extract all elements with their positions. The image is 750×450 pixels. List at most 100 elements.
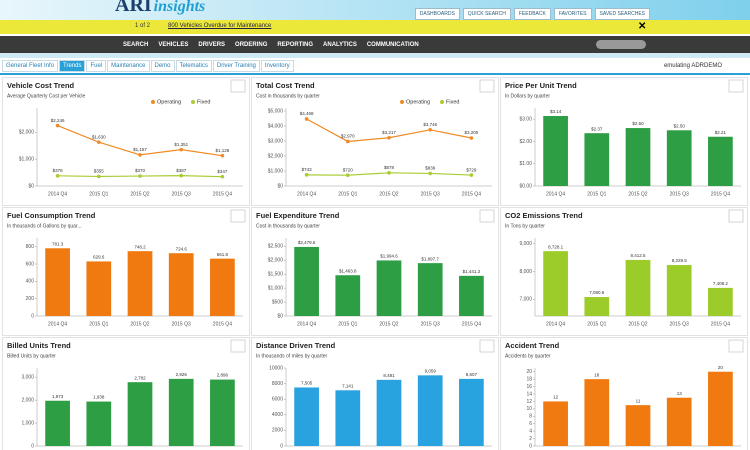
data-label: 7,141 — [342, 383, 354, 388]
y-tick-label: 2 — [529, 436, 532, 442]
x-tick-label: 2015 Q4 — [213, 191, 232, 197]
chart-icon — [230, 209, 246, 223]
chart-subtitle: In Dollars by quarter — [505, 93, 550, 99]
point — [97, 140, 101, 144]
data-label: $3,746 — [423, 122, 437, 127]
y-tick-label: 20 — [526, 369, 532, 375]
data-label: 7,080.6 — [589, 290, 605, 295]
bar — [543, 251, 568, 316]
bar — [417, 263, 443, 316]
header-link[interactable]: FAVORITES — [553, 8, 592, 20]
y-tick-label: 6 — [529, 421, 532, 427]
bar — [376, 260, 402, 316]
logo-sub: insights — [153, 0, 206, 15]
chart-icon — [230, 339, 246, 353]
y-tick-label: 4 — [529, 428, 532, 434]
tab[interactable]: Driver Training — [212, 60, 260, 72]
chart: Vehicle Cost Trend Average Quarterly Cost… — [7, 79, 246, 197]
search-box[interactable] — [596, 40, 646, 49]
main-nav: SEARCH VEHICLES DRIVERS ORDERING REPORTING AN… — [0, 36, 750, 53]
point — [346, 139, 350, 144]
chart: Fuel Expenditure Trend Cost in thousands … — [256, 209, 495, 327]
data-label: 748.2 — [134, 244, 146, 249]
nav-item[interactable]: ANALYTICS — [323, 42, 357, 48]
chart: Accident Trend Accidents by quarter 02 468 1… — [505, 339, 744, 449]
data-label: $1,441.3 — [463, 269, 481, 274]
x-tick-label: 2014 Q4 — [546, 321, 565, 327]
y-tick-label: 0 — [529, 443, 532, 449]
x-tick-label: 2014 Q4 — [48, 191, 67, 197]
tab[interactable]: Telematics — [175, 60, 212, 72]
y-tick-label: 8,000 — [519, 269, 532, 275]
close-button[interactable]: ✕ — [638, 21, 647, 32]
tab[interactable]: Trends — [59, 60, 86, 72]
y-tick-label: $4,000 — [268, 123, 284, 129]
tab[interactable]: Demo — [150, 60, 175, 72]
data-label: $839 — [425, 166, 436, 171]
x-tick-label: 2015 Q1 — [89, 321, 108, 327]
chart-subtitle: In thousands of Gallons by quar... — [7, 223, 82, 229]
x-tick-label: 2015 Q2 — [130, 321, 149, 327]
tab[interactable]: Inventory — [260, 60, 294, 72]
x-tick-label: 2015 Q3 — [421, 321, 440, 327]
y-tick-label: 600 — [26, 261, 35, 267]
data-label: 9,059 — [425, 369, 437, 374]
y-tick-label: 10000 — [269, 365, 283, 371]
logo[interactable]: ARI insights — [115, 0, 205, 17]
x-tick-label: 2015 Q4 — [213, 321, 232, 327]
bar — [625, 128, 651, 186]
point — [304, 173, 309, 177]
x-tick-label: 2015 Q4 — [462, 191, 481, 197]
x-tick-label: 2015 Q3 — [172, 321, 191, 327]
header-link[interactable]: FEEDBACK — [513, 8, 551, 20]
data-label: $743 — [302, 167, 313, 172]
data-label: $878 — [384, 165, 395, 170]
chart-panel: Billed Units Trend Billed Units by quarte… — [2, 337, 250, 450]
bar — [584, 379, 610, 446]
chart-title: Accident Trend — [505, 341, 560, 350]
point — [138, 153, 142, 157]
x-tick-label: 2015 Q2 — [130, 191, 149, 197]
bar — [210, 379, 235, 446]
chart-icon — [479, 339, 495, 353]
data-label: $3,200 — [465, 130, 479, 135]
tab[interactable]: Fuel — [86, 60, 107, 72]
nav-item[interactable]: ORDERING — [235, 42, 268, 48]
tab[interactable]: Maintenance — [107, 60, 150, 72]
bar — [625, 259, 651, 316]
chart-title: Total Cost Trend — [256, 81, 315, 90]
y-tick-label: 800 — [26, 244, 35, 250]
chart-subtitle: Cost in thousands by quarter — [256, 93, 320, 99]
data-label: 8,229.5 — [672, 258, 688, 263]
y-tick-label: 7,000 — [519, 297, 532, 303]
y-tick-label: $2,000 — [19, 130, 35, 136]
nav-item[interactable]: VEHICLES — [158, 42, 189, 48]
chart-subtitle: Cost in thousands by quarter — [256, 223, 320, 229]
header-link[interactable]: QUICK SEARCH — [462, 8, 511, 20]
bar — [376, 379, 402, 446]
data-label: 2,896 — [217, 373, 229, 378]
alert-bar: 1 of 2 800 Vehicles Overdue for Maintena… — [0, 20, 750, 34]
nav-item[interactable]: REPORTING — [277, 42, 314, 48]
rule — [0, 73, 750, 75]
header: ARI insights DASHBOARDS QUICK SEARCH FEEDBA… — [0, 0, 750, 20]
bar — [666, 397, 692, 446]
nav-item[interactable]: DRIVERS — [198, 42, 226, 48]
nav-item[interactable]: SEARCH — [123, 42, 149, 48]
x-tick-label: 2014 Q4 — [48, 321, 67, 327]
nav-item[interactable]: COMMUNICATION — [366, 42, 419, 48]
chart-icon — [479, 79, 495, 93]
header-link[interactable]: DASHBOARDS — [414, 8, 460, 20]
data-label: $2.21 — [715, 130, 727, 135]
y-tick-label: 200 — [26, 296, 35, 302]
point — [387, 171, 391, 175]
chart-title: Price Per Unit Trend — [505, 81, 577, 90]
tab[interactable]: General Fleet Info — [2, 60, 59, 72]
data-label: $720 — [343, 167, 354, 172]
header-link[interactable]: SAVED SEARCHES — [594, 8, 650, 20]
data-label: $1,351 — [174, 142, 188, 147]
alert-message[interactable]: 800 Vehicles Overdue for Maintenance — [168, 23, 272, 29]
data-label: 2,926 — [176, 372, 188, 377]
chart-grid: Vehicle Cost Trend Average Quarterly Cost… — [2, 77, 748, 450]
